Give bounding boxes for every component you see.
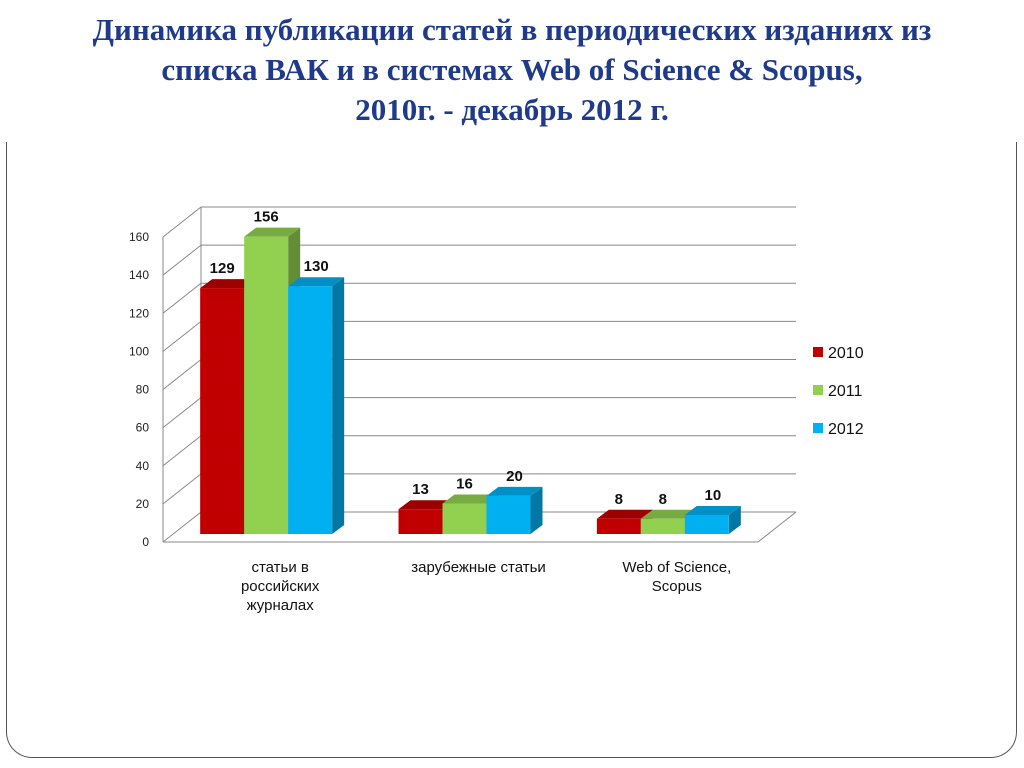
x-tick-label: журналах <box>247 597 315 614</box>
data-label: 130 <box>304 258 329 275</box>
y-tick-label: 40 <box>136 459 150 473</box>
data-label: 16 <box>456 476 473 493</box>
legend-swatch <box>813 423 823 433</box>
gridline-depth <box>162 435 202 467</box>
slide-frame <box>6 142 1017 758</box>
bar-top <box>288 277 345 287</box>
data-label: 20 <box>506 468 523 485</box>
y-tick-label: 100 <box>129 344 149 358</box>
title-line-2: списка ВАК и в системах Web of Science &… <box>161 52 863 87</box>
bar <box>640 518 685 534</box>
bar <box>244 236 289 534</box>
y-tick-label: 120 <box>129 306 149 320</box>
y-tick-label: 80 <box>136 383 150 397</box>
gridline-depth <box>162 244 202 276</box>
bar-top <box>596 509 653 519</box>
gridline-depth <box>162 511 202 543</box>
bar-side <box>530 486 543 534</box>
gridline-depth <box>162 473 202 505</box>
bar <box>288 286 333 534</box>
bar-top <box>442 494 499 504</box>
bar-top <box>684 505 741 515</box>
gridline-depth <box>162 206 202 238</box>
x-tick-label: зарубежные статьи <box>411 559 546 576</box>
gridline-depth <box>162 359 202 390</box>
bar <box>442 503 487 534</box>
y-tick-label: 160 <box>129 230 149 244</box>
bar <box>596 518 641 534</box>
y-tick-label: 20 <box>136 497 150 511</box>
legend-label: 2011 <box>828 383 863 400</box>
legend-swatch <box>813 385 823 395</box>
gridline-depth <box>162 320 202 352</box>
data-label: 10 <box>704 487 721 504</box>
title-line-1: Динамика публикации статей в периодическ… <box>92 12 932 47</box>
gridline-depth <box>162 397 202 429</box>
data-label: 8 <box>659 491 667 508</box>
bar-side <box>728 505 741 534</box>
bar-top <box>200 279 257 289</box>
bar <box>200 288 245 534</box>
gridline-depth <box>162 282 202 314</box>
legend-label: 2010 <box>828 345 864 362</box>
bar <box>486 495 531 534</box>
title-line-3: 2010г. - декабрь 2012 г. <box>355 92 669 127</box>
bar <box>398 509 443 534</box>
floor-right-edge <box>757 511 797 543</box>
bar-top <box>244 227 301 237</box>
data-label: 8 <box>615 491 623 508</box>
bar <box>684 514 729 534</box>
x-tick-label: российских <box>241 578 320 595</box>
legend-swatch <box>813 347 823 357</box>
y-tick-label: 140 <box>129 268 149 282</box>
data-label: 156 <box>254 209 279 226</box>
bar-top <box>398 500 455 510</box>
x-tick-label: статьи в <box>251 559 308 576</box>
y-tick-label: 0 <box>142 535 149 549</box>
data-label: 129 <box>210 260 235 277</box>
y-tick-label: 60 <box>136 421 150 435</box>
x-tick-label: Scopus <box>652 578 702 595</box>
bar-top <box>486 486 543 496</box>
bar-top <box>640 509 697 519</box>
data-label: 13 <box>412 481 429 498</box>
slide-title: Динамика публикации статей в периодическ… <box>0 10 1024 130</box>
bar-side <box>332 277 345 534</box>
legend-label: 2012 <box>828 421 864 438</box>
x-tick-label: Web of Science, <box>622 559 731 576</box>
